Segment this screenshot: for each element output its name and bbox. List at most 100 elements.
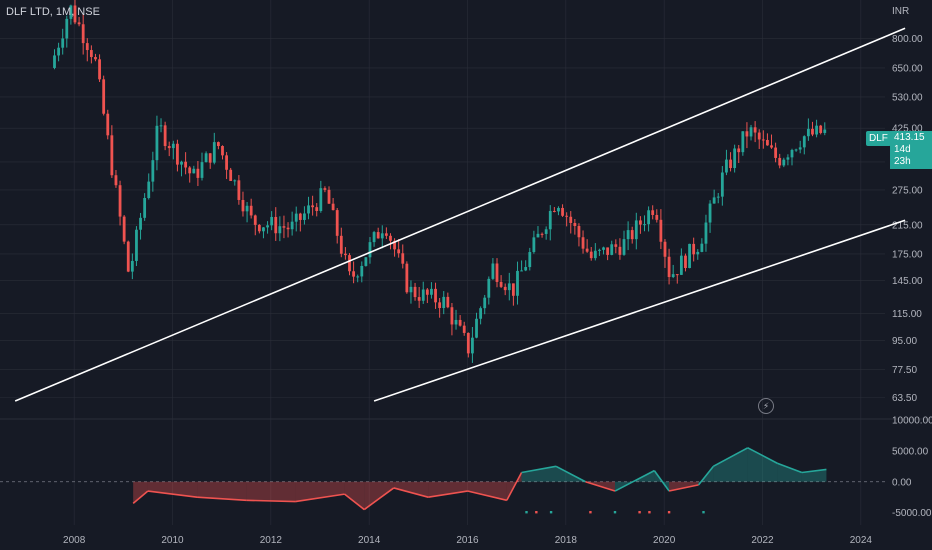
candle-body <box>335 210 339 236</box>
x-tick-label: 2014 <box>358 535 381 546</box>
candle-body <box>147 181 151 199</box>
y-tick-label: 145.00 <box>892 276 923 287</box>
candle-body <box>245 205 249 212</box>
candle-body <box>671 274 675 278</box>
oscillator-line <box>197 496 247 502</box>
candle-body <box>57 47 60 56</box>
candle-body <box>770 145 773 148</box>
oscillator-area <box>713 447 748 482</box>
oscillator-line <box>653 470 670 492</box>
candle-body <box>229 169 233 181</box>
candle-body <box>73 5 77 23</box>
candle-body <box>65 18 69 39</box>
candle-body <box>360 265 364 277</box>
currency-label: INR <box>892 6 909 17</box>
price-tag-countdown: 14d 23h <box>894 144 911 167</box>
candle-body <box>528 252 532 268</box>
candle-body <box>753 127 757 133</box>
oscillator-line <box>506 472 523 501</box>
candle-body <box>774 147 778 158</box>
x-tick-label: 2012 <box>260 535 283 546</box>
candle-body <box>520 270 523 272</box>
candle-body <box>819 125 823 133</box>
candle-body <box>53 55 56 68</box>
candle-body <box>794 149 798 151</box>
sub-y-tick-label: 5000.00 <box>892 446 929 457</box>
lightning-icon[interactable]: ⚡ <box>758 398 774 414</box>
candle-body <box>94 57 97 60</box>
candle-body <box>499 281 503 287</box>
candle-body <box>200 162 204 178</box>
candle-body <box>307 205 310 214</box>
candle-body <box>384 233 388 236</box>
candle-body <box>135 229 138 261</box>
candle-body <box>651 210 655 215</box>
candle-body <box>253 215 257 225</box>
candle-body <box>663 241 667 257</box>
channel-line-2 <box>373 219 906 402</box>
candle-body <box>778 157 782 166</box>
candle-body <box>290 221 294 230</box>
candle-body <box>688 243 691 269</box>
oscillator-line <box>712 447 749 468</box>
candle-body <box>598 249 601 251</box>
candle-body <box>352 271 355 277</box>
candle-body <box>606 247 610 255</box>
candle-body <box>225 155 228 170</box>
candle-body <box>622 239 626 255</box>
x-tick-label: 2010 <box>161 535 184 546</box>
candle-body <box>802 136 806 148</box>
candle-body <box>458 319 462 326</box>
candle-body <box>262 227 265 232</box>
signal-marker <box>525 511 528 514</box>
candle-body <box>581 237 585 249</box>
candle-body <box>696 251 700 255</box>
candle-body <box>639 220 642 225</box>
candle-body <box>733 148 737 169</box>
y-tick-label: 77.50 <box>892 365 917 376</box>
oscillator-area <box>344 481 365 510</box>
oscillator-area <box>295 481 345 502</box>
candle-body <box>675 274 679 276</box>
x-tick-label: 2020 <box>653 535 676 546</box>
candle-body <box>446 296 450 308</box>
candle-body <box>331 203 335 211</box>
candle-body <box>524 267 528 271</box>
candle-body <box>405 263 409 293</box>
candle-body <box>479 308 483 319</box>
candle-body <box>704 222 708 244</box>
candle-body <box>745 131 749 137</box>
oscillator-line <box>668 484 699 492</box>
candle-body <box>69 5 73 19</box>
candle-body <box>221 146 224 156</box>
candle-body <box>487 278 491 298</box>
candle-body <box>552 210 556 212</box>
candle-body <box>438 302 442 309</box>
candle-body <box>85 43 89 51</box>
candle-body <box>507 283 511 291</box>
candle-body <box>757 132 761 140</box>
oscillator-line <box>295 493 345 503</box>
candle-body <box>188 167 192 174</box>
y-tick-label: 115.00 <box>892 309 922 320</box>
candle-body <box>573 223 577 227</box>
y-tick-label: 425.00 <box>892 124 923 135</box>
candle-body <box>761 139 765 141</box>
candle-body <box>511 283 515 296</box>
candle-body <box>593 250 597 259</box>
candle-body <box>327 189 331 204</box>
oscillator-line <box>521 465 557 474</box>
oscillator-line <box>776 462 803 474</box>
candle-body <box>192 168 196 174</box>
candle-body <box>536 233 540 238</box>
candle-body <box>766 139 769 146</box>
candle-body <box>184 161 188 168</box>
oscillator-line <box>585 481 616 492</box>
candle-body <box>294 213 298 222</box>
candle-body <box>159 125 163 127</box>
sub-y-tick-label: 0.00 <box>892 477 912 488</box>
candle-body <box>589 251 593 259</box>
candle-body <box>544 229 548 234</box>
signal-marker <box>535 511 538 514</box>
